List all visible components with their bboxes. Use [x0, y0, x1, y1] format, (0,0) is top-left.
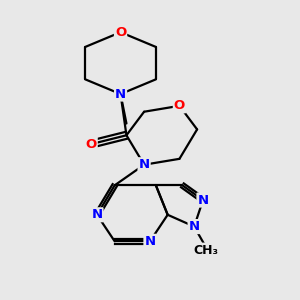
Text: O: O [85, 138, 97, 151]
Text: O: O [115, 26, 126, 39]
Text: N: N [189, 220, 200, 233]
Text: N: N [197, 194, 208, 207]
Text: N: N [144, 235, 156, 248]
Text: N: N [139, 158, 150, 171]
Text: CH₃: CH₃ [194, 244, 218, 256]
Text: O: O [174, 99, 185, 112]
Text: N: N [115, 88, 126, 100]
Text: N: N [92, 208, 103, 221]
